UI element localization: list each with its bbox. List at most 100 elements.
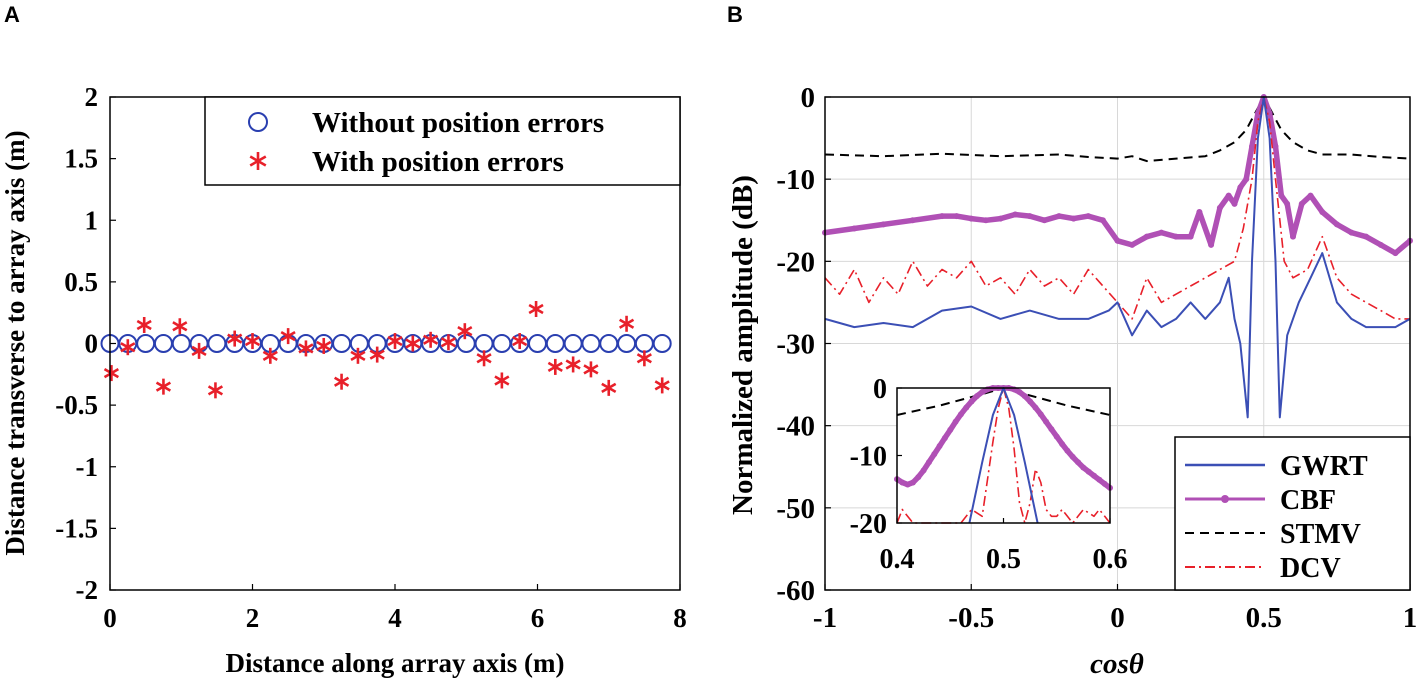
scatter-point-with-errors-stroke (387, 335, 403, 347)
panel-a-legend: Without position errors With position er… (204, 96, 681, 186)
b-cbf-point (1056, 213, 1062, 220)
scatter-point-with-errors (528, 300, 544, 317)
inset-cbf-point (1027, 398, 1034, 405)
scatter-point-with-errors-stroke (298, 343, 314, 354)
inset-cbf-point (1101, 480, 1108, 487)
scatter-point-with-errors-stroke (601, 382, 617, 393)
b-y-tick-label: -60 (776, 575, 815, 607)
panel-a-ticks: 0 2 4 6 8 2 1.5 1 0.5 0 -0.5 -1 -1.5 -2 (55, 82, 687, 633)
b-y-tick-label: -30 (776, 329, 815, 361)
b-cbf-point (880, 221, 887, 228)
panel-a: A 0 2 4 6 8 2 1.5 1 0.5 0 -0.5 -1 -1.5 -2 Distance al… (0, 2, 687, 678)
a-y-tick-label: -2 (76, 575, 99, 605)
scatter-point-with-errors-stroke (103, 367, 120, 379)
scatter-point-with-errors-stroke (547, 361, 563, 373)
scatter-point-with-errors (172, 318, 188, 335)
inset-cbf-point (1091, 472, 1098, 479)
a-y-tick-label: -1 (76, 452, 99, 482)
inset-cbf-point (920, 467, 927, 474)
b-gwrt-line (824, 96, 1411, 419)
inset-cbf-point (1037, 411, 1044, 418)
b-cbf-line (824, 94, 1412, 256)
scatter-point-with-errors (316, 337, 332, 354)
b-cbf-point (1278, 192, 1285, 199)
b-cbf-point (968, 215, 975, 222)
b-cbf-point (1070, 215, 1077, 222)
b-cbf-point (1348, 229, 1355, 236)
inset-cbf-point (899, 479, 906, 486)
scatter-point-with-errors (583, 361, 599, 378)
b-x-tick-label: -0.5 (948, 602, 994, 634)
b-cbf-point (953, 213, 960, 220)
scatter-point-with-errors (120, 339, 136, 356)
inset-y-tick-label: -10 (850, 442, 887, 473)
inset-cbf-point (1048, 426, 1055, 433)
inset-cbf-point (979, 389, 986, 396)
legend-label-with-errors: With position errors (312, 146, 564, 178)
inset-cbf-point (909, 479, 916, 486)
scatter-point-with-errors-stroke (333, 376, 350, 387)
inset-y-tick-label: -20 (850, 509, 887, 540)
a-x-tick-label: 2 (246, 603, 260, 633)
a-y-tick-label: 1.5 (64, 144, 98, 174)
legend-label-dcv: DCV (1280, 553, 1341, 584)
b-cbf-point (1208, 241, 1215, 248)
b-cbf-point (1266, 110, 1273, 117)
scatter-point-with-errors-stroke (316, 340, 332, 352)
inset-cbf-point (925, 459, 932, 466)
scatter-point-without-errors (349, 334, 369, 353)
a-x-tick-label: 6 (531, 603, 545, 633)
panel-b-legend: GWRT CBF STMV DCV (1174, 436, 1411, 591)
scatter-point-without-errors (171, 334, 191, 353)
b-y-tick-label: -40 (776, 411, 815, 443)
scatter-point-with-errors-stroke (136, 319, 152, 331)
b-cbf-point (997, 215, 1004, 222)
panel-b-inset: 0.4 0.5 0.6 0 -10 -20 (850, 374, 1128, 575)
inset-cbf-point (1043, 418, 1050, 425)
b-x-tick-label: 1 (1403, 602, 1417, 634)
scatter-point-with-errors-stroke (120, 342, 136, 353)
inset-x-tick-label: 0.5 (986, 544, 1021, 575)
legend-star-glyph-stroke (249, 155, 267, 167)
scatter-point-with-errors (227, 330, 243, 347)
inset-cbf-point (1016, 389, 1023, 396)
scatter-point-with-errors-stroke (583, 364, 599, 375)
scatter-point-with-errors (136, 317, 152, 334)
a-y-tick-label: -0.5 (55, 390, 98, 420)
legend-label-gwrt: GWRT (1280, 451, 1368, 482)
b-cbf-point (1012, 211, 1019, 218)
inset-x-tick-label: 0.4 (880, 544, 915, 575)
inset-cbf-point (1021, 393, 1028, 400)
b-cbf-point (1254, 110, 1261, 117)
scatter-point-with-errors-stroke (423, 334, 439, 345)
legend-cbf-marker (1221, 495, 1229, 503)
scatter-point-without-errors (599, 334, 619, 353)
a-y-tick-label: 1 (85, 205, 99, 235)
a-y-tick-label: 0 (85, 329, 99, 359)
inset-cbf-point (947, 426, 954, 433)
inset-y-tick-label: 0 (873, 374, 887, 405)
inset-cbf-point (1085, 468, 1092, 475)
b-cbf-point (1237, 184, 1244, 191)
b-stmv-line (824, 96, 1411, 163)
b-y-tick-label: -50 (776, 493, 815, 525)
b-cbf-point (1196, 209, 1203, 216)
inset-cbf-point (941, 434, 948, 441)
scatter-point-with-errors-stroke (207, 385, 224, 396)
b-cbf-point (1158, 229, 1165, 236)
b-cbf-point (1216, 204, 1223, 211)
inset-cbf-point (963, 404, 970, 411)
scatter-point-with-errors-stroke (244, 335, 261, 347)
b-cbf-point (1377, 241, 1384, 248)
b-y-tick-label: 0 (801, 82, 816, 114)
b-cbf-point (939, 213, 945, 220)
scatter-point-with-errors (369, 346, 385, 363)
inset-cbf-point (931, 451, 938, 458)
inset-cbf-point (1069, 453, 1076, 460)
scatter-point-with-errors (654, 377, 670, 394)
b-y-tick-label: -10 (776, 164, 815, 196)
legend-label-cbf: CBF (1280, 485, 1336, 516)
scatter-point-with-errors (280, 328, 296, 345)
b-x-tick-label: 0.5 (1246, 602, 1282, 634)
